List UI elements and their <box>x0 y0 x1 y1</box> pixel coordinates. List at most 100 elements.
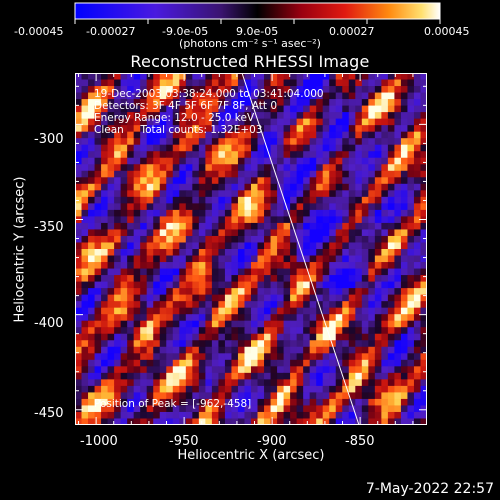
image-pixel <box>361 307 369 315</box>
image-pixel <box>166 249 174 257</box>
image-pixel <box>179 112 187 120</box>
image-pixel <box>413 268 422 276</box>
image-pixel <box>381 209 389 218</box>
image-pixel <box>81 294 89 302</box>
image-pixel <box>237 366 246 374</box>
image-pixel <box>198 190 206 198</box>
image-pixel <box>368 385 376 394</box>
image-pixel <box>94 249 102 257</box>
image-pixel <box>114 92 122 100</box>
image-pixel <box>140 177 148 185</box>
image-pixel <box>153 235 161 244</box>
image-pixel <box>257 333 265 341</box>
image-pixel <box>381 183 389 191</box>
image-pixel <box>133 320 141 328</box>
image-pixel <box>179 216 187 224</box>
image-pixel <box>218 183 226 191</box>
image-pixel <box>211 105 220 113</box>
image-pixel <box>146 164 154 172</box>
image-pixel <box>394 398 402 407</box>
image-pixel <box>290 385 298 394</box>
image-pixel <box>309 288 317 296</box>
image-pixel <box>179 288 187 296</box>
image-pixel <box>101 183 109 191</box>
image-pixel <box>218 340 226 348</box>
image-pixel <box>81 92 89 100</box>
image-pixel <box>316 340 324 348</box>
image-pixel <box>114 249 122 257</box>
image-pixel <box>400 131 409 139</box>
image-pixel <box>81 164 89 172</box>
image-pixel <box>107 411 115 420</box>
image-pixel <box>159 99 167 107</box>
image-pixel <box>75 268 83 276</box>
image-pixel <box>94 196 102 204</box>
image-pixel <box>94 385 102 394</box>
image-pixel <box>329 346 337 354</box>
image-pixel <box>159 366 167 374</box>
image-pixel <box>251 288 259 296</box>
image-pixel <box>198 359 206 367</box>
image-pixel <box>244 249 252 257</box>
image-pixel <box>270 73 278 81</box>
image-pixel <box>140 86 148 94</box>
image-pixel <box>264 164 272 172</box>
image-pixel <box>309 359 317 367</box>
image-pixel <box>329 216 337 224</box>
image-pixel <box>101 170 109 178</box>
image-pixel <box>407 333 415 341</box>
image-pixel <box>120 385 128 394</box>
image-pixel <box>101 222 109 231</box>
image-pixel <box>120 392 128 400</box>
image-pixel <box>166 275 174 283</box>
image-pixel <box>218 73 226 81</box>
image-pixel <box>257 288 265 296</box>
image-pixel <box>224 314 233 322</box>
image-pixel <box>172 151 180 159</box>
image-pixel <box>407 418 415 425</box>
image-pixel <box>224 118 233 126</box>
image-pixel <box>316 73 324 81</box>
image-pixel <box>374 288 382 296</box>
image-pixel <box>374 366 382 374</box>
image-pixel <box>192 262 200 270</box>
image-pixel <box>127 183 135 191</box>
image-pixel <box>342 222 350 231</box>
image-pixel <box>264 262 272 270</box>
image-pixel <box>127 281 135 289</box>
image-pixel <box>231 105 239 113</box>
image-pixel <box>192 157 200 165</box>
image-pixel <box>394 301 402 309</box>
image-pixel <box>335 327 343 335</box>
image-pixel <box>329 222 337 231</box>
image-pixel <box>394 249 402 257</box>
image-pixel <box>127 92 135 100</box>
image-pixel <box>420 242 427 250</box>
image-pixel <box>244 125 252 133</box>
image-pixel <box>133 125 141 133</box>
image-pixel <box>94 99 102 107</box>
image-pixel <box>166 359 174 367</box>
image-pixel <box>101 327 109 335</box>
annotation-time-range: 19-Dec-2003 03:38:24.000 to 03:41:04.000 <box>94 88 324 100</box>
image-pixel <box>420 346 427 354</box>
image-pixel <box>361 294 369 302</box>
image-pixel <box>172 249 180 257</box>
image-pixel <box>407 255 415 263</box>
image-pixel <box>290 177 298 185</box>
image-pixel <box>335 216 343 224</box>
image-pixel <box>231 138 239 146</box>
image-pixel <box>296 405 304 413</box>
image-pixel <box>172 170 180 178</box>
image-pixel <box>185 359 193 367</box>
image-pixel <box>94 190 102 198</box>
image-pixel <box>166 288 174 296</box>
image-pixel <box>316 353 324 361</box>
image-pixel <box>231 249 239 257</box>
image-pixel <box>218 118 226 126</box>
image-pixel <box>348 294 356 302</box>
image-pixel <box>120 418 128 425</box>
image-pixel <box>270 379 278 387</box>
image-pixel <box>270 196 278 204</box>
image-pixel <box>146 411 154 420</box>
